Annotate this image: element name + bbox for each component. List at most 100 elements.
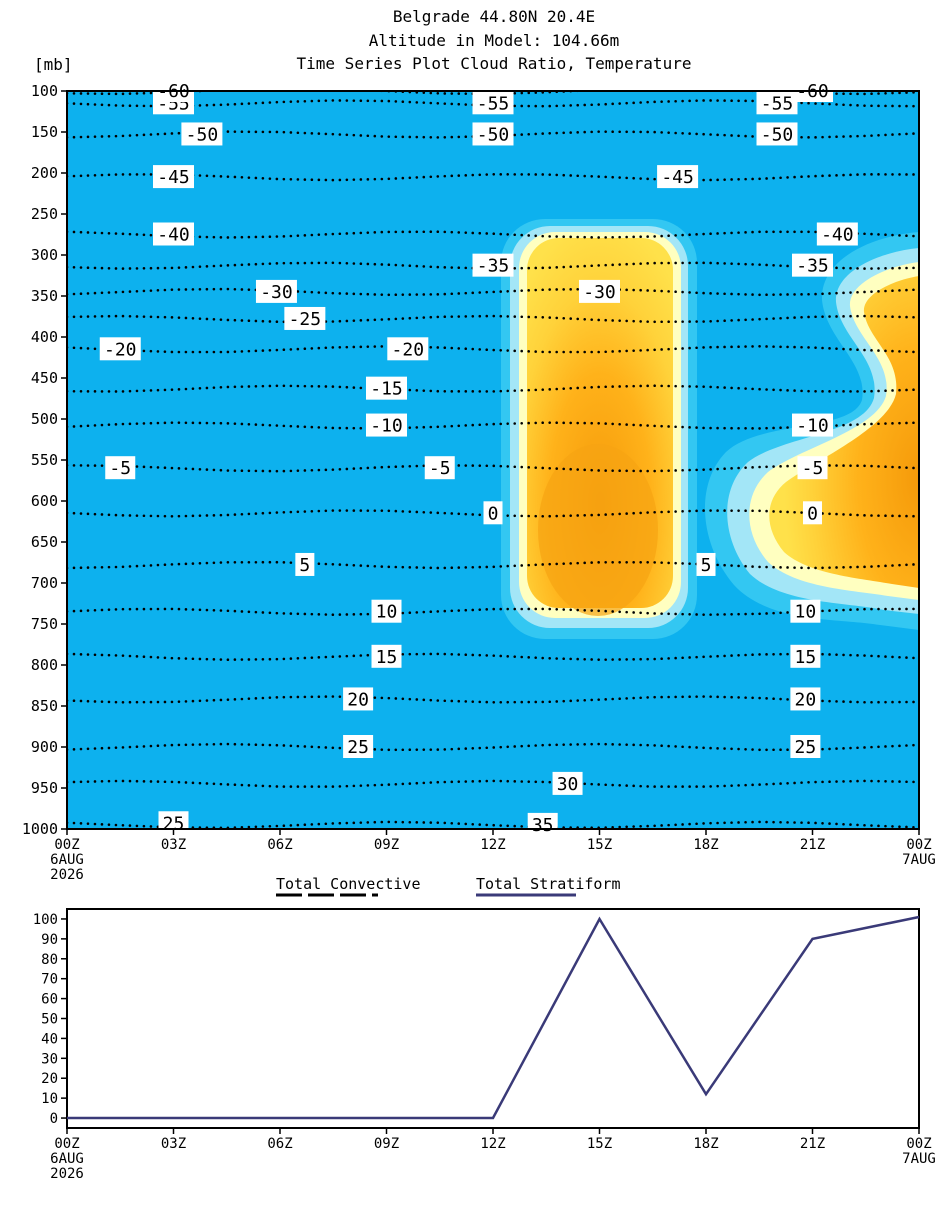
heatmap-y-tick-label: 800 (31, 656, 58, 674)
contour-label-background (181, 122, 223, 146)
line-chart-y-tick-label: 90 (41, 932, 58, 948)
contour-label: 20 (795, 689, 817, 710)
line-chart-x-tick-label: 12Z (480, 1136, 505, 1152)
contour-label-background (472, 122, 514, 146)
contour-label: -30 (260, 282, 293, 303)
station-title: Belgrade 44.80N 20.4E (393, 7, 595, 26)
heatmap-y-tick-label: 550 (31, 451, 58, 469)
contour-label-background (105, 456, 136, 480)
contour-label-background (153, 165, 194, 189)
heatmap-x-tick-label: 18Z (693, 837, 718, 853)
contour-label-background (579, 279, 620, 303)
contour-label: 10 (795, 602, 817, 623)
contour-label-background (472, 253, 514, 277)
temperature-contour-line (67, 695, 919, 704)
line-chart-y-tick-label: 50 (41, 1012, 58, 1028)
line-chart-panel: 0 10 20 30 40 50 60 70 80 90 100 00Z 03Z 06Z 09Z 12Z 15… (33, 908, 936, 1182)
heatmap-y-tick-label: 150 (31, 123, 58, 141)
heatmap-x-tick-label: 09Z (374, 837, 399, 853)
contour-label-background (284, 306, 326, 330)
contour-label: -15 (370, 379, 403, 400)
heatmap-y-tick-label: 650 (31, 533, 58, 551)
contour-label-background (371, 599, 402, 623)
contour-label: -40 (821, 225, 854, 246)
legend-convective-label: Total Convective (276, 875, 421, 893)
contour-label: -40 (157, 225, 190, 246)
line-chart-legend: Total Convective Total Stratiform (276, 875, 621, 897)
heatmap-y-tick-label: 750 (31, 615, 58, 633)
contour-label: -30 (583, 282, 616, 303)
line-chart-x-tick-label: 06Z (267, 1136, 292, 1152)
contour-label: -10 (796, 416, 829, 437)
contour-label: -35 (477, 256, 510, 277)
contour-label-background (255, 279, 297, 303)
line-chart-frame (66, 908, 920, 1129)
line-chart-start-date-label: 6AUG (50, 1151, 84, 1167)
contour-label-background (343, 735, 374, 758)
legend-item-convective: Total Convective (276, 875, 421, 897)
line-chart-y-tick-label: 60 (41, 992, 58, 1008)
heatmap-x-tick-label: 15Z (587, 837, 612, 853)
heatmap-y-tick-label: 500 (31, 410, 58, 428)
temperature-contour-line (67, 820, 919, 829)
temperature-contour-line (67, 463, 919, 473)
contour-label: -35 (796, 256, 829, 277)
contour-label-background (371, 644, 402, 668)
line-chart-y-tick-label: 80 (41, 952, 58, 968)
line-chart-x-tick-label: 00Z (54, 1136, 79, 1152)
line-chart-series (67, 915, 920, 1120)
contour-label-background (153, 222, 194, 246)
chart-title: Time Series Plot Cloud Ratio, Temperatur… (297, 54, 692, 73)
contour-label: 30 (557, 774, 579, 795)
heatmap-start-year-label: 2026 (50, 867, 84, 883)
temperature-contour-line (67, 421, 919, 430)
contour-label-background (696, 552, 716, 576)
heatmap-y-tick-label: 200 (31, 164, 58, 182)
contour-label-background (343, 687, 374, 711)
line-chart-x-tick-label: 00Z (906, 1136, 931, 1152)
heatmap-x-tick-label: 00Z (54, 837, 79, 853)
heatmap-y-tick-label: 700 (31, 574, 58, 592)
cloud-layer (501, 219, 919, 639)
contour-label: -20 (392, 339, 425, 360)
heatmap-start-date-label: 6AUG (50, 852, 84, 868)
line-chart-y-tick-label: 70 (41, 972, 58, 988)
contour-label: 15 (376, 647, 398, 668)
heatmap-end-date-label: 7AUG (902, 852, 936, 868)
contour-label-background (790, 735, 821, 758)
temperature-contour-line (67, 314, 919, 324)
heatmap-x-tick-label: 03Z (161, 837, 186, 853)
contour-label-background (472, 91, 514, 115)
line-chart-y-axis: 0 10 20 30 40 50 60 70 80 90 100 (33, 912, 67, 1127)
contour-label: 10 (376, 602, 398, 623)
contour-label: -45 (157, 167, 190, 188)
temperature-contour-line (67, 607, 919, 617)
contour-label-background (99, 337, 141, 361)
line-chart-y-tick-label: 100 (33, 912, 58, 928)
heatmap-y-tick-label: 300 (31, 246, 58, 264)
contour-label: 35 (532, 815, 554, 836)
temperature-contour-line (67, 172, 919, 182)
contour-label: -50 (186, 124, 219, 145)
heatmap-y-tick-label: 900 (31, 738, 58, 756)
contour-label: -55 (477, 93, 510, 114)
contour-label-background (552, 771, 583, 795)
contour-label: 20 (347, 689, 369, 710)
heatmap-y-tick-label: 350 (31, 287, 58, 305)
temperature-contour-line (67, 230, 919, 239)
contour-label-background (366, 413, 407, 437)
line-chart-x-tick-label: 03Z (161, 1136, 186, 1152)
stratiform-series-line (67, 915, 920, 1120)
cloud-column-1 (501, 219, 697, 639)
contour-label-background (790, 599, 821, 623)
temperature-contour-line (67, 652, 919, 662)
contour-label-background (657, 165, 699, 189)
contour-label: -45 (661, 167, 694, 188)
contour-label: 25 (795, 737, 817, 758)
contour-label-background (756, 91, 798, 115)
line-chart-y-tick-label: 20 (41, 1071, 58, 1087)
line-chart-end-date-label: 7AUG (902, 1151, 936, 1167)
line-chart-y-tick-label: 0 (50, 1111, 58, 1127)
